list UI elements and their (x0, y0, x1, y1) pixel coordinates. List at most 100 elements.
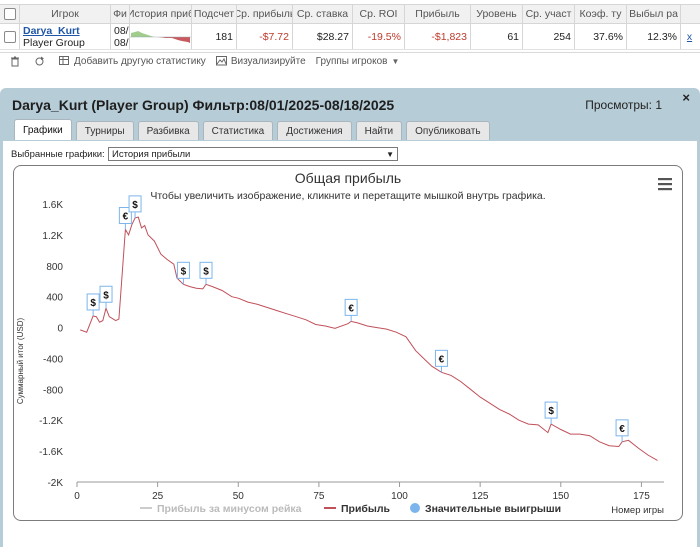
visualize-button[interactable]: Визуализируйте (215, 55, 306, 67)
avg-stake-cell: $28.27 (293, 24, 353, 49)
chart-container[interactable]: Общая прибыль Чтобы увеличить изображени… (13, 165, 683, 521)
table-row[interactable]: Darya_Kurt Player Group 08/ 08/ 181 -$7.… (0, 24, 700, 50)
tab-find[interactable]: Найти (355, 121, 403, 140)
avg-profit-cell: -$7.72 (237, 24, 293, 49)
big-win-marker[interactable]: € (434, 349, 448, 373)
tab-breakdown[interactable]: Разбивка (137, 121, 199, 140)
tab-tournaments[interactable]: Турниры (75, 121, 134, 140)
avg-entrants-cell: 254 (523, 24, 575, 49)
tab-publish[interactable]: Опубликовать (406, 121, 490, 140)
image-icon (215, 56, 227, 66)
profit-chart[interactable]: Общая прибыль Чтобы увеличить изображени… (14, 166, 682, 520)
big-win-flag (544, 401, 558, 419)
col-header-avg-stake[interactable]: Ср. ставка (293, 5, 353, 23)
col-header-count[interactable]: Подсчет (192, 5, 237, 23)
big-win-flag (615, 419, 629, 437)
y-tick-label: -1.2K (39, 416, 63, 427)
select-all-checkbox-cell[interactable] (0, 5, 20, 23)
col-header-avg-profit[interactable]: Ср. прибыль (237, 5, 293, 23)
player-name-link[interactable]: Darya_Kurt (23, 24, 80, 37)
chart-select-value: История прибыли (112, 148, 191, 160)
big-win-marker[interactable]: $ (544, 401, 558, 425)
col-header-itm[interactable]: Коэф. ту (575, 5, 627, 23)
big-win-marker[interactable]: $ (199, 261, 213, 285)
col-header-level[interactable]: Уровень (471, 5, 523, 23)
tab-statistics[interactable]: Статистика (202, 121, 274, 140)
add-stats-button[interactable]: Добавить другую статистику (59, 56, 206, 67)
level-cell: 61 (471, 24, 523, 49)
player-group-label: Player Group (23, 36, 85, 49)
filter-date-top: 08/ (114, 24, 129, 37)
col-header-avg-entrants[interactable]: Ср. участ (523, 5, 575, 23)
col-header-profit[interactable]: Прибыль (405, 5, 471, 23)
close-icon[interactable]: × (682, 90, 690, 105)
big-win-marker[interactable]: $ (86, 293, 100, 316)
chart-menu-icon[interactable] (658, 178, 672, 191)
big-win-flag (128, 195, 142, 213)
x-tick-label: 125 (472, 491, 489, 502)
big-win-flag (118, 206, 132, 224)
player-groups-dropdown[interactable]: Группы игроков ▼ (316, 56, 400, 67)
refresh-icon (35, 56, 44, 65)
row-checkbox[interactable] (3, 30, 16, 43)
big-win-marker[interactable]: € (615, 419, 629, 442)
big-win-marker[interactable]: $ (176, 261, 190, 285)
remove-row-link[interactable]: x (686, 30, 693, 43)
col-header-knockout[interactable]: Выбыл ра (627, 5, 681, 23)
profit-cell: -$1,823 (405, 24, 471, 49)
trash-icon (11, 56, 19, 66)
legend-item-profit[interactable]: Прибыль (324, 503, 391, 515)
y-tick-label: 1.6K (42, 200, 63, 211)
filter-cell: 08/ 08/ (111, 24, 130, 49)
x-tick-label: 100 (391, 491, 408, 502)
col-header-avg-roi[interactable]: Ср. ROI (353, 5, 405, 23)
refresh-button[interactable] (34, 56, 49, 67)
chart-select[interactable]: История прибыли ▼ (108, 147, 398, 161)
big-win-marker[interactable]: € (344, 298, 358, 322)
itm-cell: 37.6% (575, 24, 627, 49)
chart-select-label: Выбранные графики: (11, 149, 105, 160)
big-win-marker[interactable]: $ (99, 285, 113, 309)
tab-achievements[interactable]: Достижения (277, 121, 352, 140)
big-win-flag (176, 261, 190, 279)
y-tick-label: 800 (46, 262, 63, 273)
x-tick-label: 150 (552, 491, 569, 502)
report-panel: Darya_Kurt (Player Group) Фильтр:08/01/2… (0, 88, 700, 547)
select-all-checkbox[interactable] (3, 8, 16, 20)
col-header-filter[interactable]: Фи (111, 5, 130, 23)
x-tick-label: 0 (74, 491, 80, 502)
x-tick-label: 175 (633, 491, 650, 502)
big-win-symbol: $ (132, 200, 138, 211)
legend-label-big-wins: Значительные выигрыши (425, 503, 561, 515)
delete-button[interactable] (10, 56, 24, 67)
legend-item-net[interactable]: Прибыль за минусом рейка (140, 503, 302, 515)
x-tick-label: 50 (233, 491, 245, 502)
big-win-flag (199, 261, 213, 279)
sparkline-chart (130, 30, 191, 43)
filter-date-bottom: 08/ (114, 36, 129, 49)
knockout-cell: 12.3% (627, 24, 681, 49)
big-win-symbol: $ (548, 406, 554, 417)
profit-history-sparkline[interactable] (130, 24, 192, 49)
col-header-player[interactable]: Игрок (20, 5, 111, 23)
y-tick-label: -400 (43, 354, 63, 365)
x-axis-label: Номер игры (611, 505, 664, 516)
stats-header-row: Игрок Фи История приб Подсчет Ср. прибыл… (0, 4, 700, 24)
big-win-symbol: $ (181, 266, 187, 277)
big-win-symbol: € (123, 211, 129, 222)
y-tick-label: -800 (43, 385, 63, 396)
big-win-symbol: € (348, 303, 354, 314)
col-header-profit-history[interactable]: История приб (130, 5, 192, 23)
tab-charts[interactable]: Графики (14, 119, 72, 140)
big-win-symbol: $ (90, 298, 96, 309)
row-checkbox-cell[interactable] (0, 24, 20, 49)
chevron-down-icon: ▼ (386, 149, 394, 159)
report-title: Darya_Kurt (Player Group) Фильтр:08/01/2… (12, 97, 395, 113)
legend-swatch-big-wins (410, 503, 420, 513)
visualize-label: Визуализируйте (230, 55, 306, 67)
y-tick-label: 0 (57, 324, 63, 335)
big-win-flag (99, 285, 113, 303)
legend-item-big-wins[interactable]: Значительные выигрыши (410, 503, 561, 515)
big-win-marker[interactable]: $ (128, 195, 142, 218)
big-win-marker[interactable]: € (118, 206, 132, 230)
